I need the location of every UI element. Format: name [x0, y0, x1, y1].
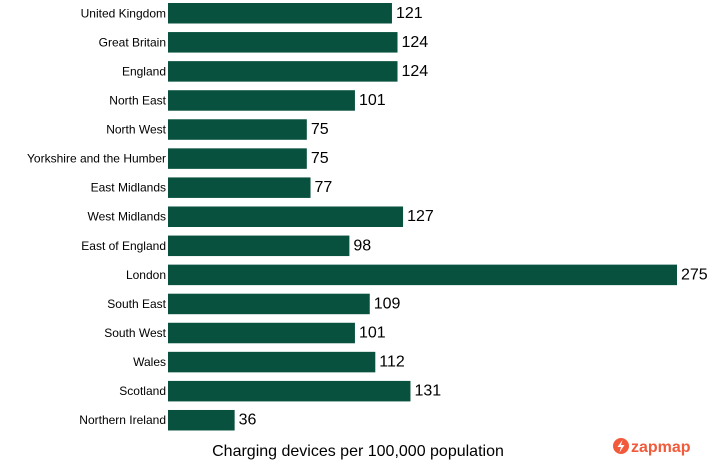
value-label: 127	[407, 208, 434, 225]
value-label: 75	[311, 121, 329, 138]
category-label: East of England	[81, 239, 166, 253]
value-label: 275	[681, 266, 708, 283]
value-label: 36	[239, 412, 257, 429]
category-label: South West	[104, 326, 166, 340]
value-label: 112	[379, 354, 405, 371]
value-label: 124	[402, 63, 429, 80]
bar	[168, 322, 355, 344]
bars-group	[168, 3, 677, 431]
category-label: North East	[109, 93, 166, 107]
bar	[168, 177, 311, 198]
bar	[168, 293, 370, 315]
value-label: 109	[374, 295, 401, 312]
bar	[168, 148, 307, 169]
value-label: 101	[359, 325, 386, 342]
category-label: Northern Ireland	[79, 413, 166, 427]
value-label: 101	[359, 92, 386, 109]
zapmap-logo-text: zapmap	[631, 439, 691, 456]
bar	[168, 32, 398, 53]
category-label: South East	[107, 297, 166, 311]
bar	[168, 264, 677, 286]
zapmap-logo-icon	[613, 438, 629, 454]
category-labels-group: United Kingdom Great Britain England North …	[27, 6, 167, 427]
category-label: Yorkshire and the Humber	[27, 152, 166, 166]
bar	[168, 206, 404, 227]
value-label: 75	[311, 150, 329, 167]
category-label: United Kingdom	[81, 6, 166, 20]
value-label: 77	[315, 179, 333, 196]
bar	[168, 409, 235, 431]
bar	[168, 351, 376, 373]
category-label: London	[126, 268, 166, 282]
value-label: 124	[402, 34, 429, 51]
bar	[168, 380, 411, 402]
category-label: East Midlands	[91, 181, 166, 195]
value-labels-group: 121 124 124 101 75 75 77 127 98 275 109 101 112 131 36	[239, 5, 708, 429]
category-label: England	[122, 64, 166, 78]
bar	[168, 61, 398, 82]
category-label: Scotland	[119, 384, 166, 398]
bar	[168, 119, 307, 140]
bar	[168, 3, 392, 24]
category-label: North West	[106, 123, 166, 137]
value-label: 131	[414, 383, 441, 400]
zapmap-logo: zapmap	[613, 438, 691, 456]
category-label: Great Britain	[99, 35, 166, 49]
category-label: Wales	[133, 355, 166, 369]
bar	[168, 90, 355, 111]
value-label: 98	[353, 237, 371, 254]
bar	[168, 235, 350, 257]
value-label: 121	[396, 5, 423, 22]
category-label: West Midlands	[88, 210, 166, 224]
x-axis-title: Charging devices per 100,000 population	[212, 443, 504, 460]
